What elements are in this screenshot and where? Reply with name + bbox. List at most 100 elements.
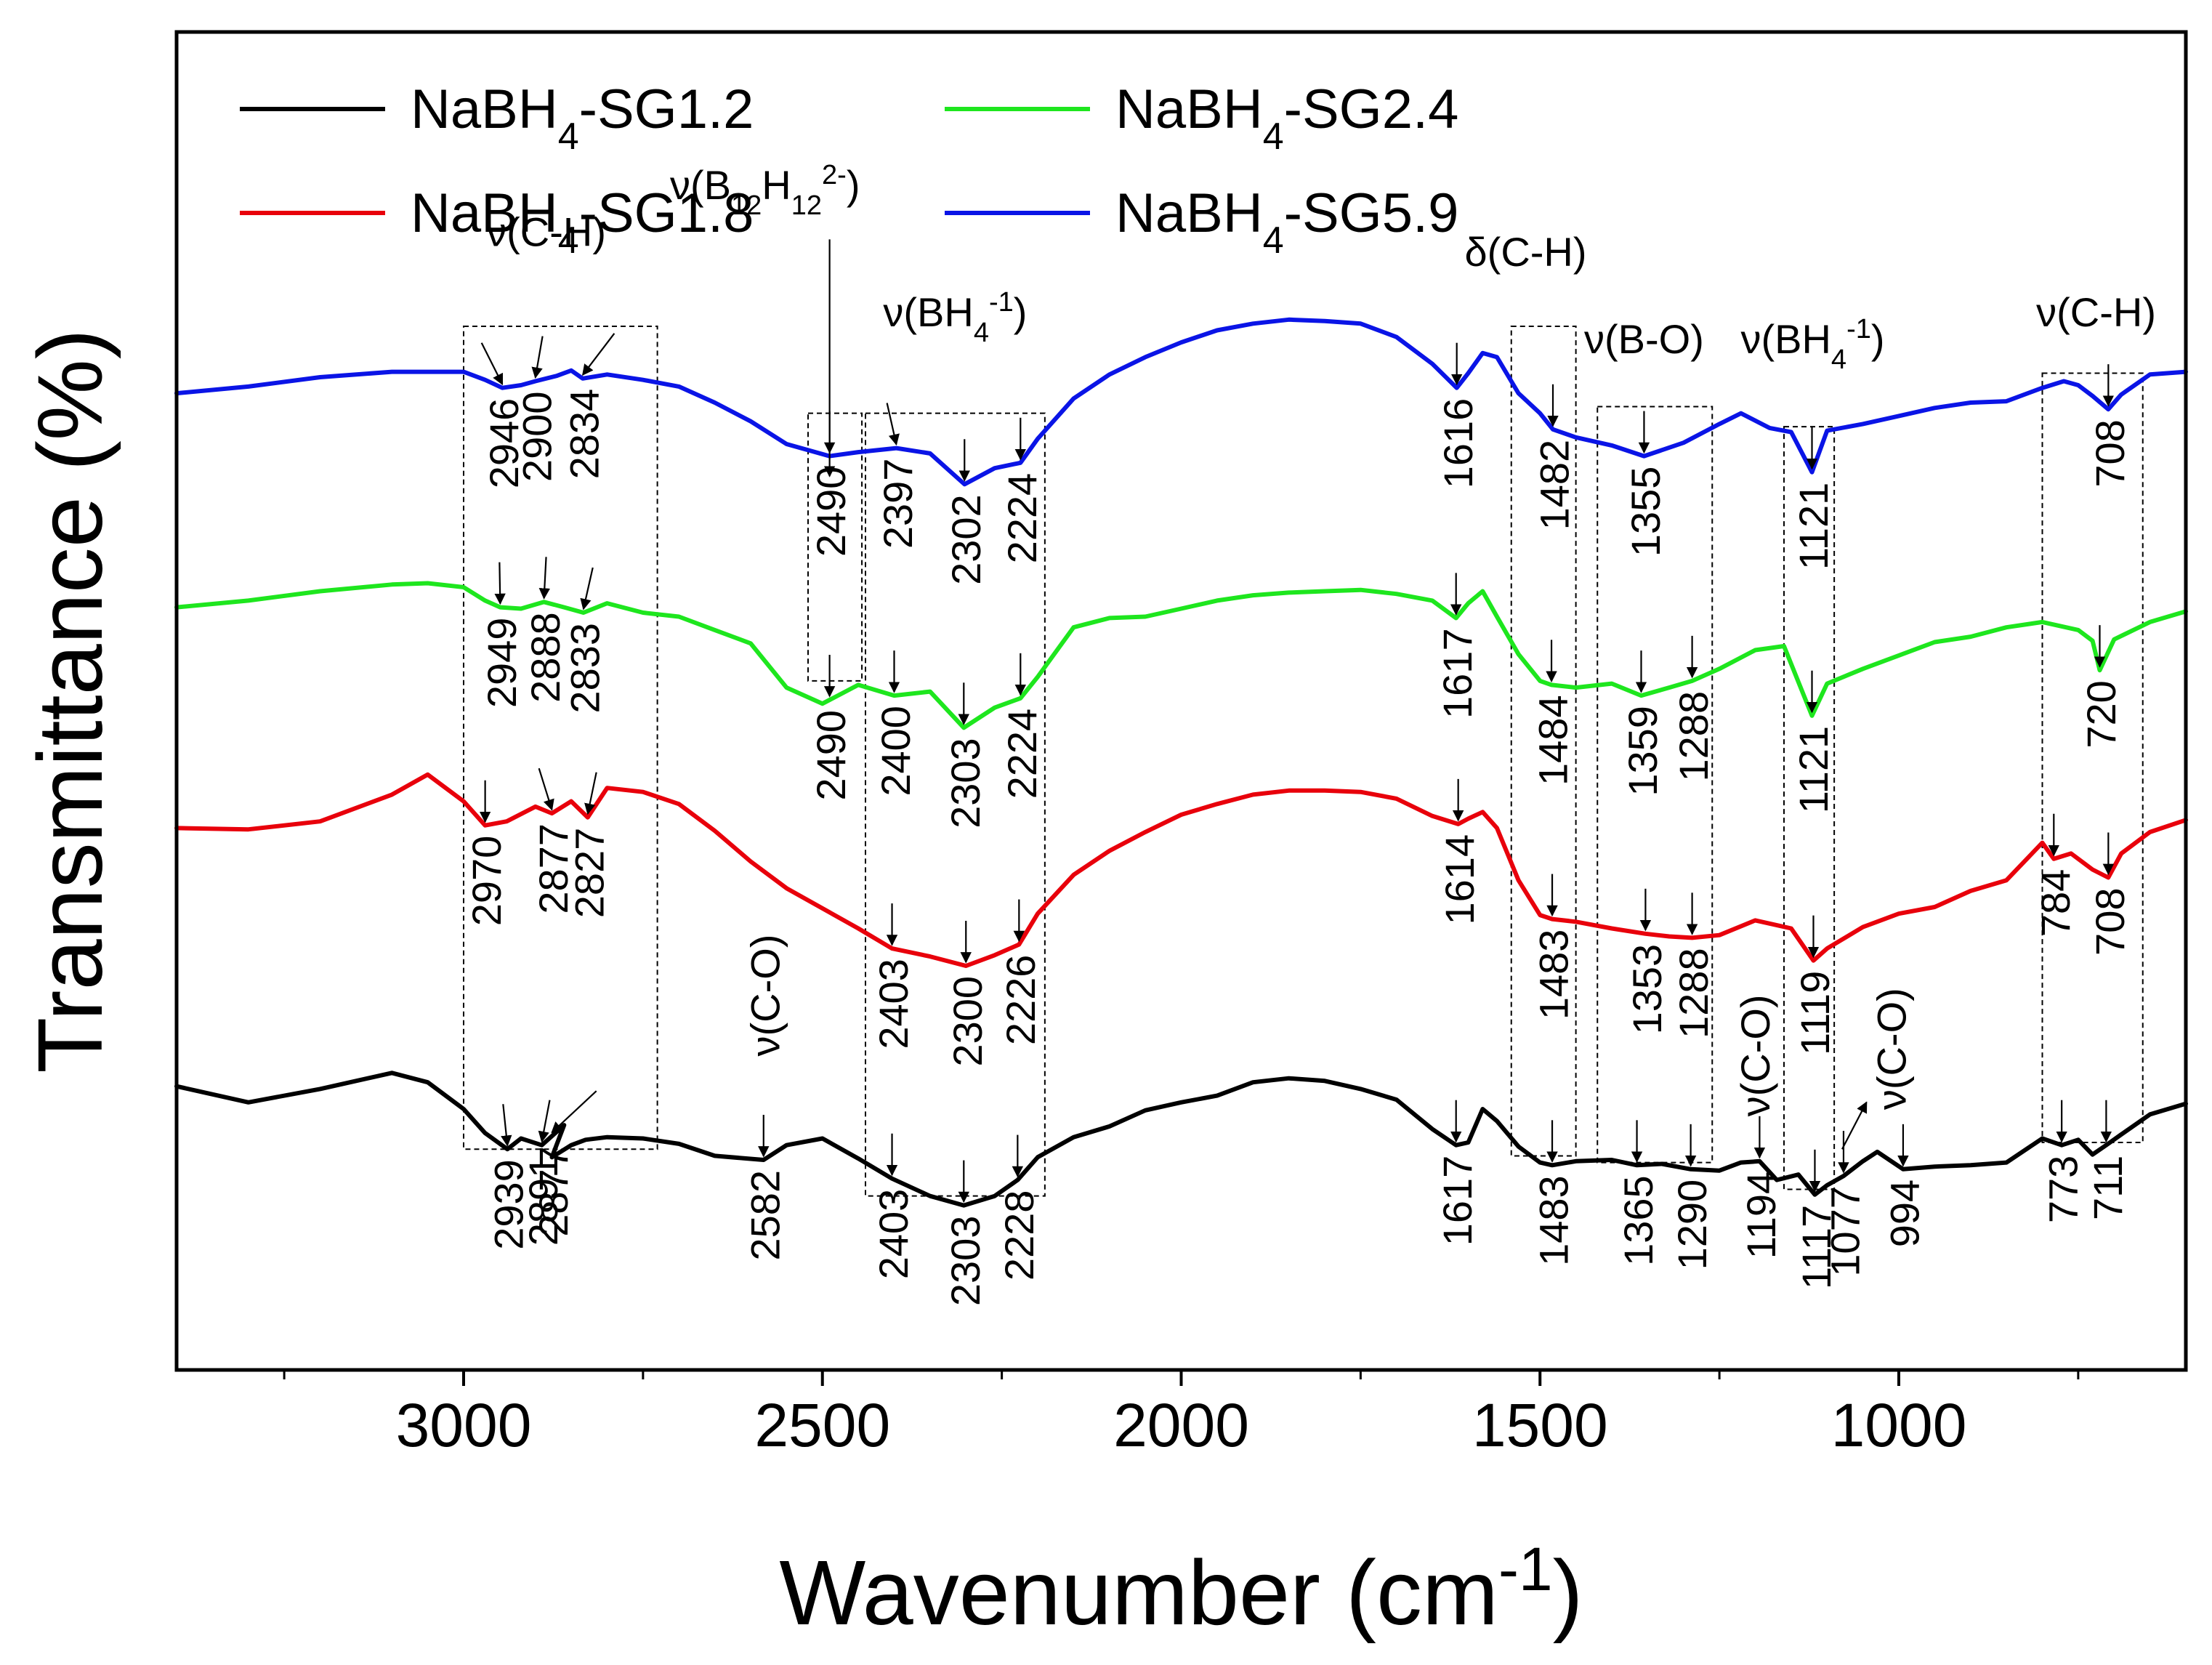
peak-label: 1483	[1531, 1175, 1577, 1266]
peak-arrow	[480, 342, 504, 386]
peak-label: 2827	[566, 828, 612, 919]
x-tick-label: 3000	[396, 1391, 532, 1459]
band-annotation: ν(C-H)	[486, 209, 606, 255]
peak-label: 1614	[1437, 834, 1482, 925]
peak-arrow	[538, 1100, 551, 1143]
peak-arrow	[538, 767, 554, 811]
peak-label: 2970	[464, 836, 509, 927]
series-line-2	[174, 581, 2188, 730]
peak-arrow	[538, 557, 551, 600]
bh4-region-high	[865, 412, 1046, 1197]
peak-label: 1194	[1738, 1172, 1784, 1259]
b12h12-region	[807, 412, 863, 682]
peak-label: 2490	[808, 467, 854, 557]
peak-label: 2302	[943, 494, 989, 585]
peak-label: 2490	[808, 710, 854, 801]
series-line-1	[174, 772, 2188, 968]
band-annotation: ν(B12H122-)	[670, 160, 860, 221]
band-annotation: ν(B-O)	[1584, 316, 1704, 362]
peak-label: 1483	[1531, 930, 1577, 1020]
peak-label: 2877	[530, 823, 576, 914]
peak-label: 2891	[520, 1156, 566, 1246]
peak-arrow	[584, 772, 597, 815]
peak-label: 2403	[871, 1189, 916, 1280]
peak-label: 2949	[479, 618, 525, 709]
peak-label: 1117	[1793, 1205, 1839, 1289]
x-axis-label: Wavenumber (cm-1)	[779, 1535, 1583, 1644]
peak-label: 2900	[514, 392, 560, 483]
band-annotations: ν(C-H) ν(B12H122-) ν(BH4-1) δ(C-H) ν(B-O) ν(B…	[486, 160, 2156, 1150]
ch-stretch-region	[463, 326, 658, 1150]
peak-label: 2228	[996, 1190, 1042, 1281]
peak-label: 1482	[1532, 440, 1578, 531]
peak-label: 720	[2078, 680, 2124, 748]
peak-label: 2946	[481, 398, 527, 489]
peak-label: 708	[2087, 419, 2133, 487]
vertical-annotation: ν(C-O)	[1869, 988, 1915, 1110]
peak-arrow	[494, 562, 506, 605]
peak-label: 708	[2087, 888, 2133, 956]
legend-label-2: NaBH4-SG2.4	[1115, 78, 1458, 158]
peak-label: 773	[2041, 1156, 2086, 1223]
peak-label: 1355	[1623, 467, 1668, 557]
axes: 3000 2500 2000 1500 1000 Wavenumber (cm-1) Tra…	[19, 30, 2188, 1644]
peak-label: 2400	[873, 706, 919, 797]
series-line-3	[174, 317, 2188, 487]
c-o-arrow	[1841, 1101, 1868, 1150]
peak-arrow	[886, 403, 900, 446]
peak-label: 2224	[999, 473, 1045, 564]
y-axis-label: Transmittance (%)	[19, 328, 121, 1073]
peak-label: 1617	[1434, 628, 1480, 719]
peak-label: 1119	[1792, 971, 1838, 1055]
peak-label: 2226	[998, 955, 1044, 1046]
peak-label: 2300	[945, 976, 990, 1067]
ch-bend-region	[1510, 326, 1577, 1157]
band-annotation: δ(C-H)	[1465, 229, 1587, 275]
peak-label: 1616	[1435, 398, 1481, 489]
peak-label: 1288	[1671, 948, 1716, 1039]
peak-label: 1121	[1791, 483, 1836, 570]
peak-label: 2403	[871, 959, 916, 1049]
peak-label: 1121	[1791, 726, 1836, 813]
peak-arrow	[580, 567, 594, 610]
legend-label-1: NaBH4-SG1.8	[411, 182, 754, 262]
peak-arrow	[551, 1090, 597, 1134]
peak-label: 1290	[1669, 1180, 1715, 1270]
peak-label: 2303	[942, 1216, 988, 1307]
peak-label: 1359	[1620, 706, 1666, 797]
vertical-annotation: ν(C-O)	[742, 935, 788, 1057]
peak-arrow	[501, 1104, 512, 1147]
peak-label: 2582	[742, 1170, 788, 1261]
vertical-annotation: ν(C-O)	[1732, 994, 1778, 1116]
peak-label: 994	[1881, 1180, 1927, 1247]
series-line-0	[174, 1071, 2188, 1208]
peak-label: 1077	[1823, 1186, 1868, 1277]
peak-label: 1353	[1624, 944, 1670, 1035]
peak-arrow	[531, 336, 544, 379]
x-tick-label: 1500	[1472, 1391, 1608, 1459]
peak-label: 1365	[1615, 1175, 1661, 1266]
peak-arrow	[581, 333, 615, 376]
peak-label: 1617	[1434, 1156, 1480, 1246]
band-annotation: ν(BH4-1)	[1740, 314, 1884, 375]
legend-label-3: NaBH4-SG5.9	[1115, 182, 1458, 262]
legend-label-0: NaBH4-SG1.2	[411, 78, 754, 158]
peak-label: 2888	[522, 612, 568, 703]
spectra-lines	[174, 317, 2188, 1208]
peak-label: 2939	[486, 1159, 532, 1250]
x-tick-label: 2000	[1113, 1391, 1249, 1459]
legend: NaBH4-SG1.2 NaBH4-SG1.8 NaBH4-SG2.4 NaBH4-S…	[240, 78, 1458, 262]
peak-label: 2303	[942, 738, 988, 829]
peak-label: 2877	[530, 1146, 576, 1237]
peak-label: 2833	[562, 623, 608, 714]
peak-label: 2834	[561, 389, 607, 480]
peak-label: 2397	[875, 459, 921, 549]
x-tick-label: 1000	[1831, 1391, 1967, 1459]
x-tick-label: 2500	[754, 1391, 890, 1459]
peak-label: 1484	[1530, 695, 1576, 786]
peak-label: 1288	[1671, 691, 1716, 782]
band-annotation: ν(C-H)	[2036, 289, 2156, 335]
peak-label: 711	[2085, 1156, 2131, 1220]
